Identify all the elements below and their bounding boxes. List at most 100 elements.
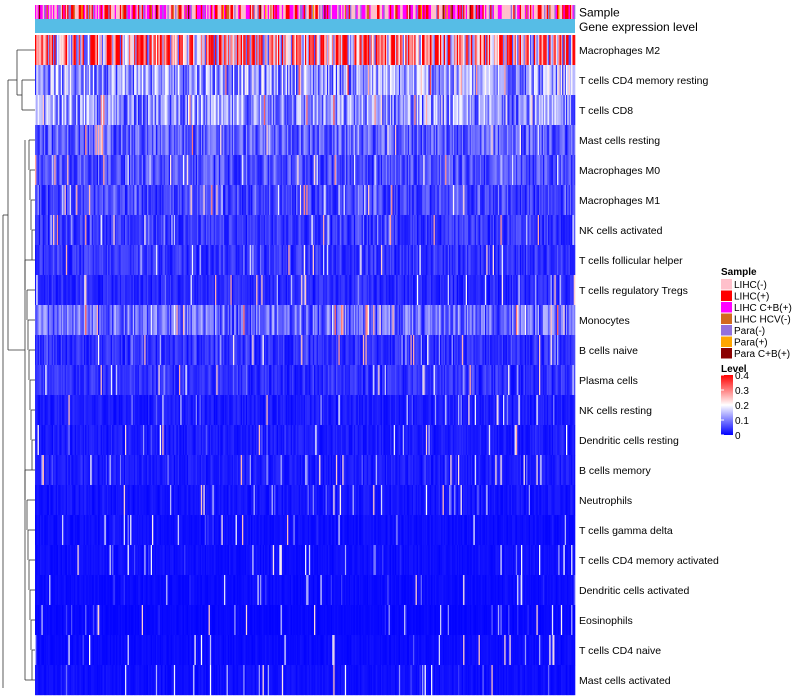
heatmap-cell [78, 275, 81, 306]
heatmap-cell [391, 215, 393, 246]
heatmap-cell [392, 245, 395, 276]
heatmap-cell [483, 245, 486, 276]
heatmap-cell [400, 215, 402, 246]
heatmap-cell [420, 305, 423, 336]
heatmap-cell [353, 305, 356, 336]
sample-annotation-cell [468, 5, 470, 19]
heatmap-cell [463, 125, 465, 156]
heatmap-cell [515, 305, 518, 336]
heatmap-cell [402, 335, 405, 366]
sample-annotation-cell [55, 5, 58, 19]
heatmap-cell [35, 215, 37, 246]
heatmap-cell [130, 95, 132, 126]
sample-annotation-cell [245, 5, 248, 19]
sample-annotation-cell [144, 5, 146, 19]
heatmap-cell [176, 95, 179, 126]
heatmap-cell [154, 185, 157, 216]
heatmap-cell [371, 95, 374, 126]
sample-annotation-cell [136, 5, 139, 19]
heatmap-cell [445, 35, 447, 66]
heatmap-cell [328, 275, 330, 306]
heatmap-row [35, 245, 576, 276]
heatmap-cell [189, 65, 191, 96]
heatmap-cell [146, 335, 149, 366]
heatmap-cell [326, 305, 329, 336]
heatmap-cell [469, 245, 472, 276]
heatmap-cell [46, 95, 49, 126]
heatmap-cell [351, 65, 353, 96]
heatmap-cell [467, 125, 469, 156]
heatmap-cell [495, 275, 497, 306]
sample-annotation-cell [248, 5, 251, 19]
heatmap-cell [175, 185, 177, 216]
heatmap-cell [158, 245, 161, 276]
heatmap-cell [539, 155, 541, 186]
heatmap-cell [98, 125, 100, 156]
heatmap-cell [294, 125, 297, 156]
heatmap-cell [393, 215, 396, 246]
heatmap-cell [478, 35, 481, 66]
heatmap-cell [549, 35, 551, 66]
heatmap-cell [334, 35, 337, 66]
sample-annotation-cell [207, 5, 209, 19]
heatmap-cell [261, 95, 263, 126]
heatmap-cell [86, 65, 89, 96]
heatmap-cell [347, 155, 350, 186]
heatmap-cell [257, 35, 260, 66]
heatmap-cell [184, 245, 186, 276]
heatmap-cell [252, 245, 254, 276]
heatmap-cell [374, 245, 377, 276]
heatmap-cell [540, 125, 542, 156]
heatmap-cell [272, 125, 275, 156]
heatmap-cell [384, 95, 387, 126]
heatmap-cell [301, 95, 303, 126]
heatmap-cell [131, 245, 134, 276]
heatmap-cell [224, 125, 226, 156]
sample-annotation-cell [366, 5, 369, 19]
heatmap-cell [311, 125, 314, 156]
heatmap-cell [74, 305, 77, 336]
heatmap-cell [485, 65, 487, 96]
sample-annotation-cell [380, 5, 383, 19]
heatmap-cell [145, 215, 148, 246]
heatmap-cell [213, 245, 216, 276]
heatmap-cell [272, 35, 275, 66]
heatmap-cell [107, 95, 109, 126]
heatmap-cell [461, 275, 464, 306]
heatmap-cell [116, 215, 118, 246]
heatmap-cell [190, 245, 193, 276]
heatmap-cell [515, 125, 518, 156]
heatmap-cell [425, 215, 428, 246]
heatmap-cell [508, 305, 510, 336]
heatmap-cell [307, 35, 310, 66]
heatmap-cell [563, 185, 566, 216]
heatmap-cell [130, 215, 132, 246]
heatmap-cell [148, 65, 150, 96]
heatmap-cell [37, 275, 40, 306]
heatmap-cell [557, 35, 559, 66]
heatmap-cell [459, 35, 461, 66]
heatmap-cell [559, 65, 562, 96]
heatmap-cell [467, 35, 469, 66]
heatmap-cell [440, 245, 442, 276]
heatmap-cell [536, 125, 539, 156]
sample-annotation-cell [80, 5, 82, 19]
heatmap-cell [180, 155, 182, 186]
heatmap-cell [209, 335, 212, 366]
heatmap-cell [224, 65, 226, 96]
heatmap-cell [321, 35, 324, 66]
heatmap-cell [301, 155, 303, 186]
heatmap-cell [240, 155, 243, 186]
heatmap-cell [293, 155, 296, 186]
heatmap-cell [382, 335, 384, 366]
sample-annotation-cell [554, 5, 557, 19]
sample-annotation-cell [452, 5, 455, 19]
heatmap-cell [490, 185, 492, 216]
heatmap-cell [388, 245, 391, 276]
sample-annotation-cell [396, 5, 398, 19]
heatmap-cell [337, 185, 339, 216]
heatmap-cell [110, 95, 113, 126]
heatmap-cell [251, 215, 253, 246]
heatmap-cell [483, 305, 486, 336]
heatmap-cell [236, 125, 239, 156]
